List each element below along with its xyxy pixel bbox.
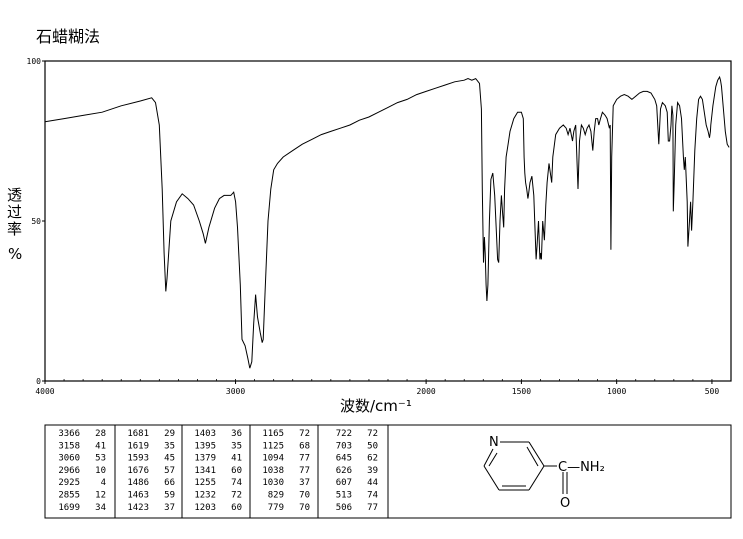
peak-transmittance: 41 [95, 441, 106, 451]
peak-wavenumber: 1463 [127, 491, 149, 501]
peak-transmittance: 39 [367, 466, 378, 476]
peak-wavenumber: 722 [336, 429, 352, 439]
ring-bond [528, 465, 545, 491]
series-transmittance-line [44, 75, 730, 369]
peak-transmittance: 77 [299, 454, 310, 464]
ring-double-bond [488, 452, 498, 467]
peak-transmittance: 59 [164, 491, 175, 501]
x-axis-label: 波数/cm⁻¹ [340, 397, 412, 415]
peak-wavenumber: 3060 [58, 454, 80, 464]
peak-transmittance: 68 [299, 441, 310, 451]
peak-transmittance: 35 [164, 441, 175, 451]
ring-bond [483, 448, 494, 467]
peak-wavenumber: 2925 [58, 478, 80, 488]
peak-wavenumber: 1379 [194, 454, 216, 464]
peak-wavenumber: 1395 [194, 441, 216, 451]
peak-transmittance: 50 [367, 441, 378, 451]
x-tick-label: 2000 [416, 387, 435, 396]
peak-transmittance: 72 [367, 429, 378, 439]
peak-transmittance: 12 [95, 491, 106, 501]
y-axis-ticks: 100 50 0 [27, 57, 45, 386]
peak-transmittance: 36 [231, 429, 242, 439]
peak-wavenumber: 506 [336, 503, 352, 513]
peak-wavenumber: 2966 [58, 466, 80, 476]
x-tick-label: 3000 [226, 387, 245, 396]
peak-wavenumber: 1165 [262, 429, 284, 439]
peak-wavenumber: 1341 [194, 466, 216, 476]
peak-wavenumber: 779 [268, 503, 284, 513]
peak-transmittance: 37 [299, 478, 310, 488]
peak-transmittance: 37 [164, 503, 175, 513]
svg-text:透过率%: 透过率% [7, 186, 22, 263]
peak-wavenumber: 645 [336, 454, 352, 464]
peak-transmittance: 57 [164, 466, 175, 476]
peak-wavenumber: 2855 [58, 491, 80, 501]
peak-transmittance: 77 [299, 466, 310, 476]
peak-transmittance: 45 [164, 454, 175, 464]
chart-title: 石蜡糊法 [36, 27, 100, 46]
peak-transmittance: 34 [95, 503, 106, 513]
peak-transmittance: 35 [231, 441, 242, 451]
peak-transmittance: 29 [164, 429, 175, 439]
x-tick-label: 1500 [512, 387, 531, 396]
peak-wavenumber: 607 [336, 478, 352, 488]
y-axis-label: 透过率% [7, 186, 22, 263]
peak-transmittance: 60 [231, 466, 242, 476]
y-tick-label: 100 [27, 57, 42, 66]
peak-wavenumber: 829 [268, 491, 284, 501]
peak-transmittance: 72 [231, 491, 242, 501]
ring-bond [483, 465, 500, 491]
peak-wavenumber: 1030 [262, 478, 284, 488]
peak-wavenumber: 1676 [127, 466, 149, 476]
peak-wavenumber: 1232 [194, 491, 216, 501]
x-tick-label: 1000 [607, 387, 626, 396]
ring-bond [528, 441, 545, 467]
amide-label: C—NH₂ [558, 460, 605, 475]
peak-transmittance: 60 [231, 503, 242, 513]
peak-transmittance: 74 [367, 491, 378, 501]
peak-transmittance: 70 [299, 491, 310, 501]
peak-transmittance: 77 [367, 503, 378, 513]
peak-wavenumber: 1423 [127, 503, 149, 513]
peak-wavenumber: 1619 [127, 441, 149, 451]
peak-transmittance: 44 [367, 478, 378, 488]
carbonyl-oxygen-label: O [560, 496, 570, 511]
peak-wavenumber: 3158 [58, 441, 80, 451]
peak-transmittance: 74 [231, 478, 242, 488]
x-tick-label: 500 [705, 387, 720, 396]
peak-wavenumber: 3366 [58, 429, 80, 439]
y-tick-label: 0 [36, 377, 41, 386]
peak-wavenumber: 703 [336, 441, 352, 451]
ring-double-bond [526, 446, 539, 467]
x-tick-label: 4000 [35, 387, 54, 396]
y-tick-label: 50 [31, 217, 41, 226]
peak-wavenumber: 1038 [262, 466, 284, 476]
peak-transmittance: 72 [299, 429, 310, 439]
peak-wavenumber: 626 [336, 466, 352, 476]
peak-wavenumber: 1094 [262, 454, 284, 464]
peak-transmittance: 10 [95, 466, 106, 476]
peak-wavenumber: 1403 [194, 429, 216, 439]
peak-transmittance: 62 [367, 454, 378, 464]
molecule-structure [483, 441, 568, 494]
peak-transmittance: 28 [95, 429, 106, 439]
ring-nitrogen-label: N [489, 435, 499, 450]
peak-wavenumber: 1593 [127, 454, 149, 464]
peak-transmittance: 53 [95, 454, 106, 464]
peak-wavenumber: 513 [336, 491, 352, 501]
peak-transmittance: 4 [101, 478, 106, 488]
peak-transmittance: 70 [299, 503, 310, 513]
peak-wavenumber: 1699 [58, 503, 80, 513]
peak-transmittance: 66 [164, 478, 175, 488]
peak-wavenumber: 1203 [194, 503, 216, 513]
x-axis-ticks: 4000 3000 2000 1500 1000 500 [35, 379, 719, 396]
peak-wavenumber: 1125 [262, 441, 284, 451]
peak-wavenumber: 1486 [127, 478, 149, 488]
peak-wavenumber: 1255 [194, 478, 216, 488]
plot-frame [44, 60, 732, 382]
peak-transmittance: 41 [231, 454, 242, 464]
peak-wavenumber: 1681 [127, 429, 149, 439]
